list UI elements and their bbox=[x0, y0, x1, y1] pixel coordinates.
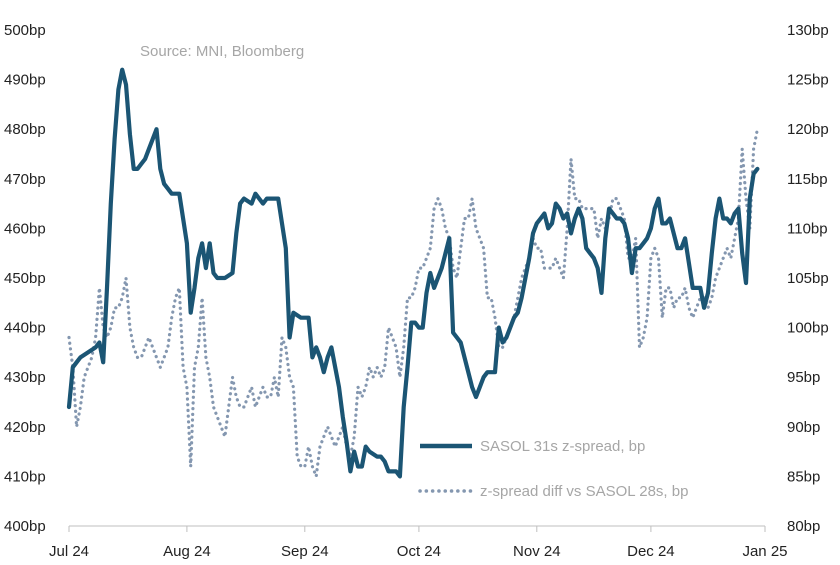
legend-label-diff: z-spread diff vs SASOL 28s, bp bbox=[480, 483, 688, 500]
series-group bbox=[66, 67, 760, 479]
left-axis-ticks: 400bp 410bp 420bp 430bp 440bp 450bp 460bp 470bp… bbox=[4, 22, 46, 535]
x-tick-label: Oct 24 bbox=[397, 543, 441, 560]
right-tick-label: 105bp bbox=[787, 270, 829, 287]
series-line-zspread bbox=[66, 67, 760, 479]
left-tick-label: 420bp bbox=[4, 419, 46, 436]
left-tick-label: 480bp bbox=[4, 121, 46, 138]
right-tick-label: 130bp bbox=[787, 22, 829, 39]
legend: SASOL 31s z-spread, bp z-spread diff vs … bbox=[418, 438, 688, 500]
legend-label-zspread: SASOL 31s z-spread, bp bbox=[480, 438, 645, 455]
x-tick-label: Sep 24 bbox=[281, 543, 329, 560]
x-tick-label: Dec 24 bbox=[627, 543, 675, 560]
left-tick-label: 500bp bbox=[4, 22, 46, 39]
right-tick-label: 115bp bbox=[787, 171, 828, 188]
left-tick-label: 430bp bbox=[4, 369, 46, 386]
x-tick-label: Aug 24 bbox=[163, 543, 211, 560]
right-tick-label: 80bp bbox=[787, 518, 820, 535]
right-tick-label: 90bp bbox=[787, 419, 820, 436]
right-tick-label: 85bp bbox=[787, 468, 820, 485]
left-tick-label: 490bp bbox=[4, 72, 46, 89]
right-tick-label: 120bp bbox=[787, 121, 829, 138]
series-line-zspread-diff bbox=[67, 127, 759, 478]
left-tick-label: 470bp bbox=[4, 171, 46, 188]
right-tick-label: 125bp bbox=[787, 72, 829, 89]
x-tick-label: Jan 25 bbox=[742, 543, 787, 560]
right-axis-ticks: 80bp 85bp 90bp 95bp 100bp 105bp 110bp 115bp 120b… bbox=[787, 22, 829, 535]
x-tick-label: Jul 24 bbox=[49, 543, 89, 560]
left-tick-label: 460bp bbox=[4, 220, 46, 237]
left-tick-label: 440bp bbox=[4, 320, 46, 337]
right-tick-label: 95bp bbox=[787, 369, 820, 386]
right-tick-label: 100bp bbox=[787, 320, 829, 337]
source-note: Source: MNI, Bloomberg bbox=[140, 43, 304, 60]
left-tick-label: 450bp bbox=[4, 270, 46, 287]
right-tick-label: 110bp bbox=[787, 220, 828, 237]
left-tick-label: 400bp bbox=[4, 518, 46, 535]
left-tick-label: 410bp bbox=[4, 468, 46, 485]
x-tick-label: Nov 24 bbox=[513, 543, 561, 560]
x-axis-ticks: Jul 24 Aug 24 Sep 24 Oct 24 Nov 24 Dec 24 Jan … bbox=[49, 526, 788, 560]
